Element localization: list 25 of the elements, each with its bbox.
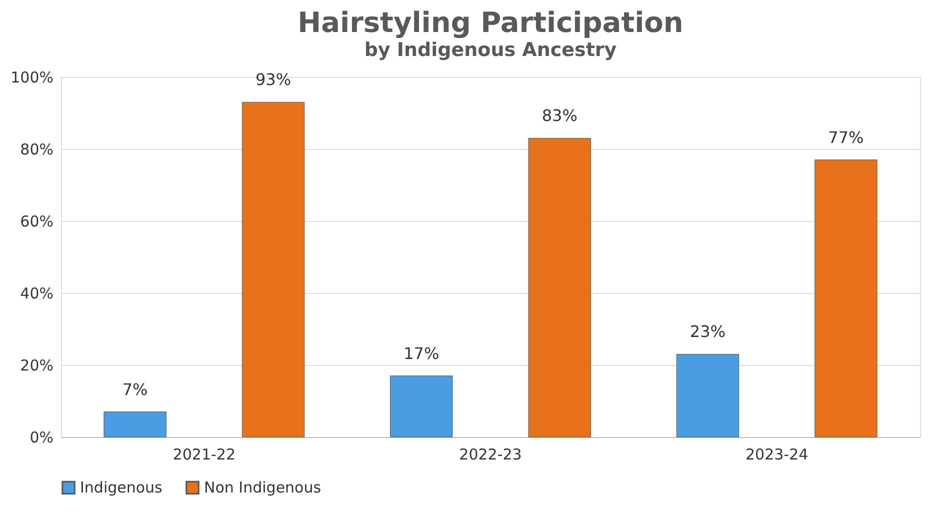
x-tick-label: 2021-22 <box>172 446 236 464</box>
y-tick-label: 0% <box>30 428 54 446</box>
x-tick-label: 2022-23 <box>459 446 522 464</box>
data-label: 77% <box>828 128 864 147</box>
y-tick-label: 80% <box>20 140 54 158</box>
data-label: 93% <box>256 70 292 90</box>
bar <box>104 412 166 438</box>
bar <box>390 376 453 438</box>
bar <box>242 102 305 438</box>
chart-subtitle: by Indigenous Ancestry <box>364 39 618 61</box>
data-label: 83% <box>542 106 578 126</box>
y-tick-label: 40% <box>20 284 54 302</box>
data-label: 23% <box>690 322 726 342</box>
data-label: 7% <box>122 380 148 399</box>
x-tick-label: 2023-24 <box>745 446 808 464</box>
bar <box>814 160 878 438</box>
bar <box>676 354 740 438</box>
bar <box>528 138 591 438</box>
y-tick-label: 100% <box>10 68 54 86</box>
data-label: 17% <box>404 344 440 363</box>
y-tick-label: 20% <box>20 356 54 374</box>
legend-label: Indigenous <box>80 478 163 497</box>
chart-title: Hairstyling Participation <box>298 6 684 39</box>
y-tick-label: 60% <box>20 212 54 230</box>
legend-label: Non Indigenous <box>204 478 322 497</box>
